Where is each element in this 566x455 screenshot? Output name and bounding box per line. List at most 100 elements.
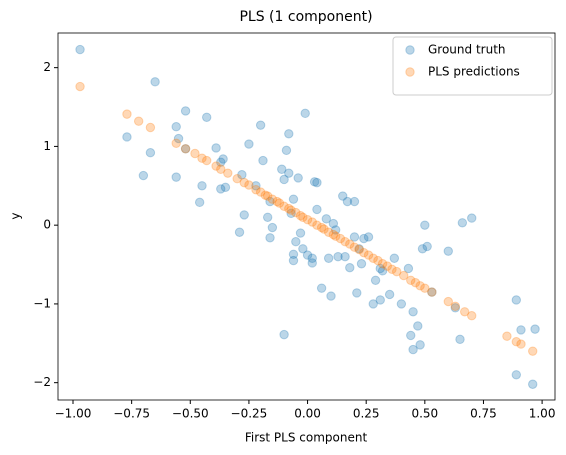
point <box>223 168 233 178</box>
x-axis-label: First PLS component <box>245 431 368 445</box>
point <box>410 277 421 288</box>
point <box>220 182 231 193</box>
point <box>244 139 254 149</box>
point <box>274 198 285 208</box>
point <box>75 44 85 55</box>
point <box>420 220 430 230</box>
point <box>138 170 149 181</box>
point <box>277 164 287 174</box>
y-axis-label: y <box>9 212 23 219</box>
point <box>75 81 85 92</box>
point <box>467 213 477 223</box>
point <box>326 291 336 301</box>
point <box>511 337 522 347</box>
point <box>202 155 212 166</box>
point <box>171 172 181 182</box>
point <box>302 250 313 260</box>
y-tick-label: −1 <box>33 296 51 310</box>
point <box>171 122 181 132</box>
point <box>422 241 432 252</box>
point <box>307 217 317 227</box>
point <box>262 191 273 201</box>
y-tick-label: −2 <box>33 375 51 389</box>
point <box>420 283 430 293</box>
point <box>375 295 385 305</box>
x-tick-label: −0.50 <box>172 407 209 421</box>
point <box>173 133 184 144</box>
point <box>377 259 388 269</box>
plot-frame <box>57 32 556 401</box>
point <box>427 287 437 297</box>
point <box>528 346 538 356</box>
point <box>122 132 132 142</box>
point <box>279 174 289 185</box>
point <box>333 251 343 262</box>
legend-label: Ground truth <box>428 43 506 57</box>
point <box>338 191 348 201</box>
point <box>216 164 226 174</box>
point <box>391 266 402 277</box>
point <box>272 196 282 207</box>
point <box>180 106 191 116</box>
point <box>316 283 327 293</box>
point <box>316 222 327 233</box>
point <box>323 253 334 263</box>
point <box>281 145 292 156</box>
point <box>323 227 334 237</box>
point <box>145 148 156 158</box>
point <box>340 251 350 262</box>
y-tick-label: 1 <box>43 139 51 153</box>
point <box>312 220 322 230</box>
point <box>307 258 317 268</box>
point <box>349 196 360 207</box>
point <box>427 287 437 297</box>
point <box>352 288 362 298</box>
point <box>377 266 388 276</box>
point <box>197 153 207 163</box>
point <box>342 196 353 207</box>
point <box>312 204 322 215</box>
point <box>370 275 381 285</box>
point <box>396 299 407 309</box>
x-tick-label: −0.75 <box>113 407 150 421</box>
point <box>349 232 360 242</box>
point <box>384 289 395 300</box>
point <box>328 229 339 240</box>
point <box>211 143 221 153</box>
x-tick-label: 0.25 <box>353 407 380 421</box>
point <box>251 185 261 195</box>
point <box>180 144 191 154</box>
point <box>354 244 364 255</box>
point <box>413 321 423 331</box>
legend-marker <box>405 67 415 77</box>
point <box>286 205 296 215</box>
point <box>216 157 226 167</box>
point <box>331 225 341 235</box>
x-tick-label: 0.00 <box>294 407 321 421</box>
x-tick-label: −1.00 <box>55 407 92 421</box>
point <box>443 296 453 307</box>
point <box>403 263 414 274</box>
point <box>415 281 425 291</box>
point <box>345 239 355 249</box>
point <box>265 196 275 207</box>
point <box>363 232 374 242</box>
point <box>502 331 512 341</box>
point <box>354 244 364 254</box>
point <box>216 184 226 194</box>
x-tick-label: 1.00 <box>529 407 556 421</box>
point <box>460 307 470 317</box>
chart-title: PLS (1 component) <box>239 9 372 25</box>
point <box>279 329 289 340</box>
legend-label: PLS predictions <box>428 65 520 79</box>
point <box>455 334 465 345</box>
point <box>328 218 339 229</box>
point <box>239 177 249 188</box>
point <box>202 112 212 122</box>
point <box>450 301 461 311</box>
point <box>349 242 360 252</box>
point <box>417 244 428 254</box>
point <box>190 148 200 159</box>
point <box>511 370 522 380</box>
point <box>408 344 418 355</box>
